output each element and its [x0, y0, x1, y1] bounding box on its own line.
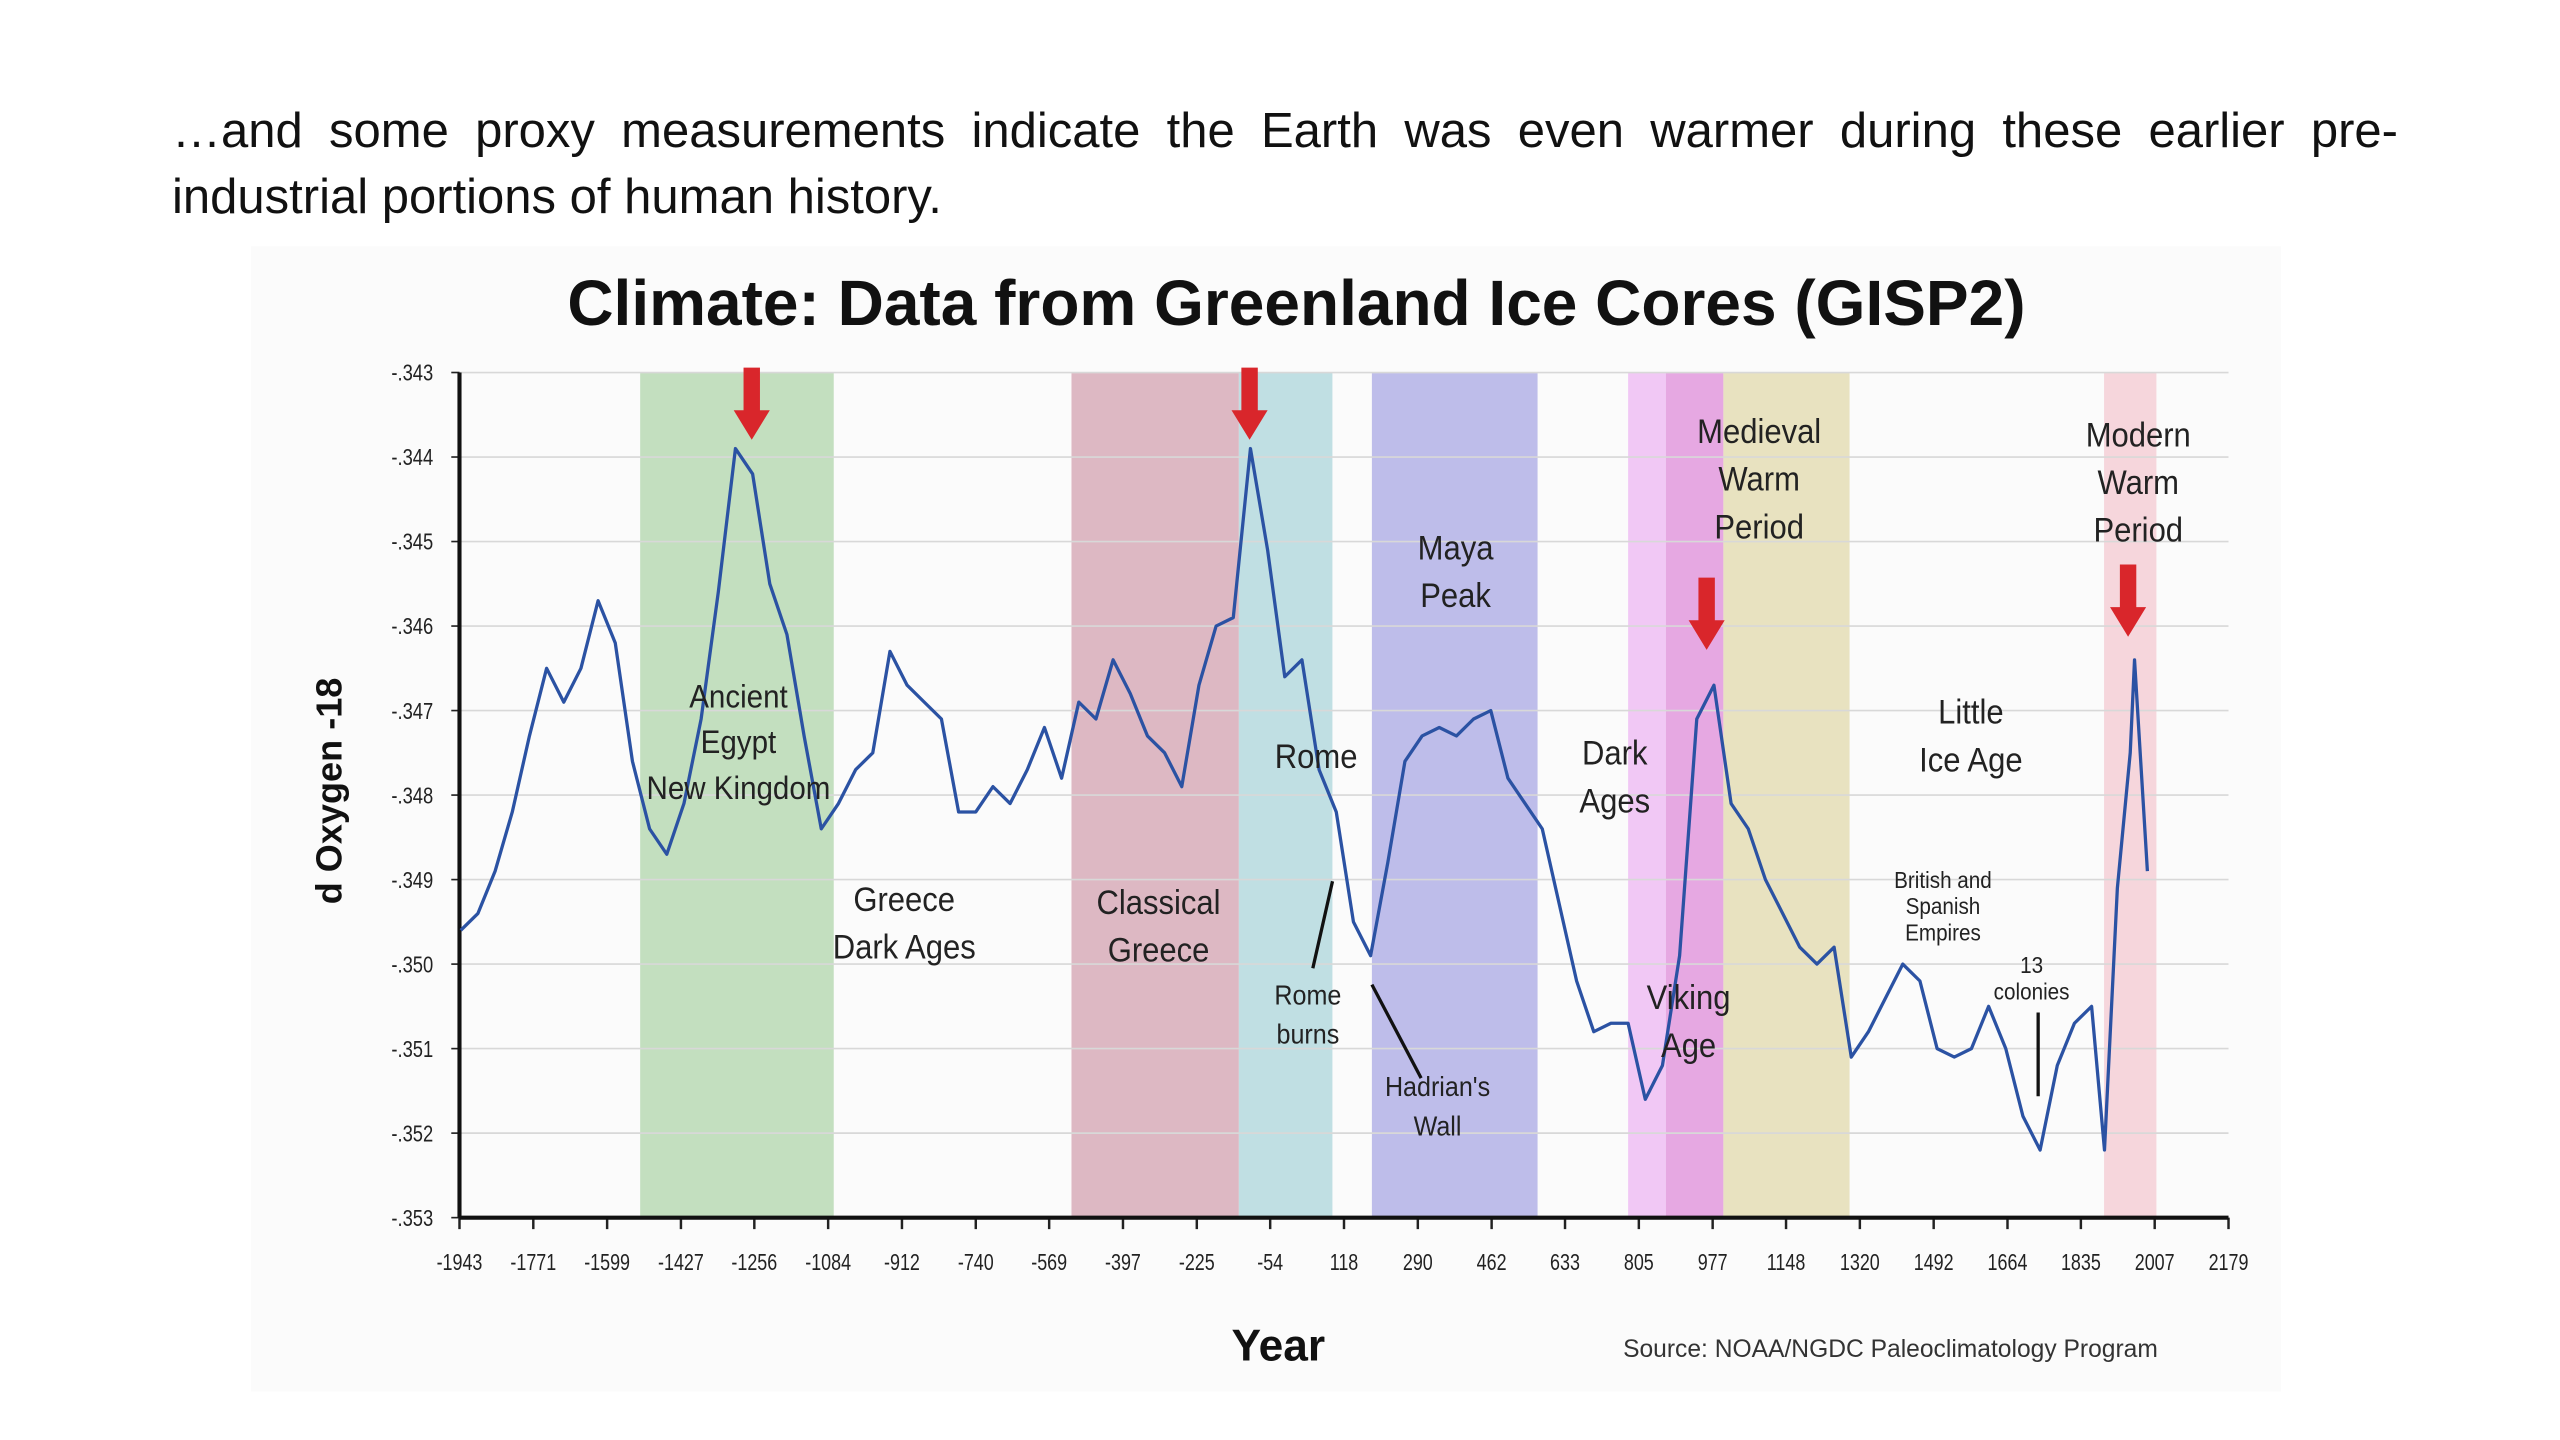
x-tick-label: -54 — [1257, 1250, 1283, 1276]
x-tick-label: 1148 — [1767, 1250, 1806, 1276]
pointer-line — [1370, 983, 1423, 1079]
x-tick-label: -1943 — [437, 1250, 483, 1276]
annotation: Peak — [1420, 576, 1491, 615]
arrow — [1231, 367, 1268, 440]
x-tick-label: -569 — [1031, 1250, 1067, 1276]
annotation: Ice Age — [1919, 740, 2022, 779]
x-tick-label: 2007 — [2135, 1250, 2175, 1276]
annotation: Greece — [1108, 930, 1210, 969]
annotation: Medieval — [1697, 412, 1821, 451]
annotation: Dark Ages — [833, 927, 976, 966]
arrow — [2110, 564, 2147, 637]
annotation: Ages — [1579, 781, 1650, 820]
x-tick-label: 462 — [1477, 1250, 1507, 1276]
annotation: Dark — [1582, 733, 1648, 772]
annotation: Rome — [1274, 979, 1341, 1011]
y-tick-label: -.344 — [391, 445, 433, 470]
y-tick-label: -.351 — [391, 1037, 433, 1062]
x-tick-label: -912 — [884, 1250, 920, 1276]
x-tick-label: 290 — [1403, 1250, 1433, 1276]
x-tick-label: 1320 — [1840, 1250, 1880, 1276]
annotation: Classical — [1097, 883, 1221, 922]
annotation: Greece — [853, 879, 955, 918]
arrow — [1688, 577, 1725, 650]
y-tick-label: -.347 — [391, 699, 433, 724]
x-tick-label: 1835 — [2061, 1250, 2101, 1276]
pointer-line — [1311, 880, 1335, 969]
y-tick-label: -.350 — [391, 952, 433, 977]
arrow — [733, 367, 770, 440]
x-tick-label: 2179 — [2209, 1250, 2249, 1276]
x-tick-label: 633 — [1550, 1250, 1580, 1276]
x-axis-label: Year — [1232, 1321, 1326, 1370]
annotation: Maya — [1418, 528, 1495, 567]
y-tick-label: -.348 — [391, 783, 433, 808]
y-tick-label: -.349 — [391, 868, 433, 893]
annotation: Ancient — [689, 678, 788, 715]
annotation: Warm — [2098, 462, 2179, 501]
annotation: British and — [1894, 867, 1992, 893]
source-note: Source: NOAA/NGDC Paleoclimatology Progr… — [1623, 1336, 2158, 1363]
y-tick-label: -.346 — [391, 614, 433, 639]
x-tick-label: -1599 — [584, 1250, 630, 1276]
annotation: Warm — [1718, 459, 1799, 498]
annotation: New Kingdom — [647, 770, 831, 807]
y-tick-label: -.345 — [391, 530, 433, 555]
annotation: Period — [1714, 507, 1804, 546]
annotation: Spanish — [1906, 893, 1981, 919]
plot-area: -.353 -.352 -.351 -.350 -.349 -.348 -.347 -.346… — [391, 361, 2248, 1276]
annotation: Viking — [1647, 978, 1731, 1017]
x-tick-label: 805 — [1624, 1250, 1654, 1276]
chart-title: Climate: Data from Greenland Ice Cores (… — [567, 267, 2025, 339]
x-tick-label: -225 — [1179, 1250, 1215, 1276]
x-tick-label: -397 — [1105, 1250, 1141, 1276]
annotation: burns — [1277, 1018, 1340, 1050]
annotation: Period — [2093, 510, 2183, 549]
annotation: Hadrian's — [1385, 1071, 1490, 1103]
x-tick-label: 118 — [1330, 1250, 1359, 1276]
x-tick-label: -740 — [958, 1250, 994, 1276]
y-axis-label: d Oxygen -18 — [308, 678, 349, 905]
x-tick-label: 1492 — [1914, 1250, 1954, 1276]
y-tick-label: -.353 — [391, 1206, 433, 1231]
annotation: Rome — [1275, 736, 1358, 775]
slide-text: …and some proxy measurements indicate th… — [172, 104, 2398, 224]
annotation: 13 — [2020, 952, 2043, 978]
annotation: Wall — [1414, 1110, 1462, 1142]
annotation: colonies — [1994, 978, 2070, 1004]
x-tick-label: -1256 — [731, 1250, 777, 1276]
x-tick-label: -1427 — [658, 1250, 704, 1276]
data-line — [459, 446, 2150, 1152]
x-tick-label: -1771 — [510, 1250, 556, 1276]
y-tick-label: -.343 — [391, 361, 433, 386]
annotation: Age — [1661, 1025, 1716, 1064]
annotation: Modern — [2086, 415, 2191, 454]
x-tick-label: 977 — [1698, 1250, 1728, 1276]
y-tick-label: -.352 — [391, 1121, 433, 1146]
annotation: Egypt — [701, 724, 777, 761]
annotation: Little — [1938, 692, 2003, 731]
x-tick-label: 1664 — [1988, 1250, 2028, 1276]
annotation: Empires — [1905, 919, 1981, 945]
x-tick-label: -1084 — [805, 1250, 851, 1276]
